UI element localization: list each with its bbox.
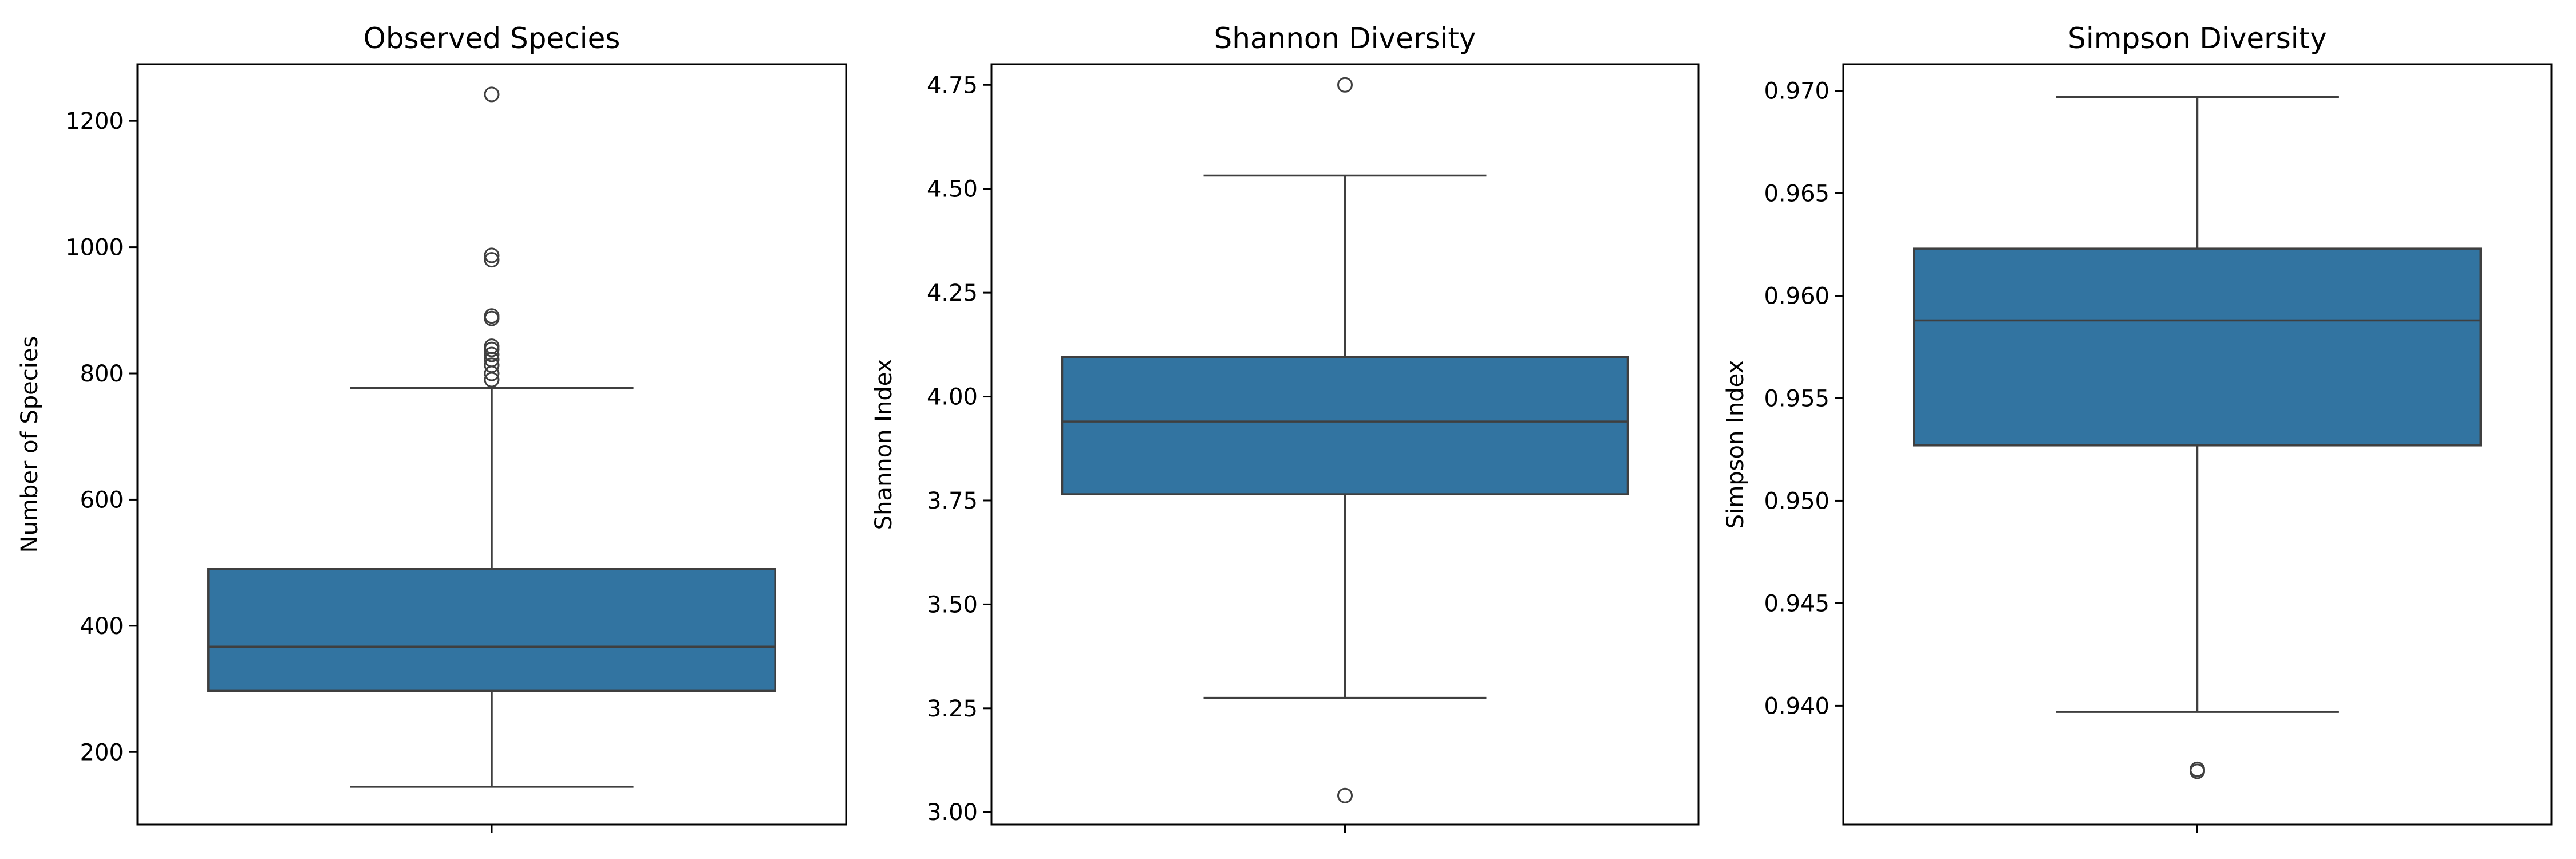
iqr-box: [1913, 247, 2482, 447]
y-tick-label: 3.25: [927, 696, 978, 722]
y-tick-label: 4.50: [927, 176, 978, 203]
y-tick-label: 0.940: [1764, 693, 1830, 719]
outlier-point: [484, 357, 500, 373]
iqr-box: [207, 568, 776, 692]
outlier-point: [1337, 787, 1353, 803]
y-tick-label: 1000: [65, 235, 124, 261]
y-tick-label: 200: [80, 739, 124, 766]
chart-panel-2: Shannon Diversity Shannon Index 3.00 3.25 3.…: [871, 22, 1700, 833]
y-tick-label: 0.950: [1764, 488, 1830, 514]
y-tick-label: 0.955: [1764, 385, 1830, 412]
outlier-point: [484, 338, 500, 354]
chart-title: Shannon Diversity: [1214, 22, 1476, 55]
y-tick-label: 3.50: [927, 592, 978, 618]
outlier-point: [484, 308, 500, 324]
outlier-point: [2190, 761, 2205, 777]
chart-panel-1: Observed Species Number of Species 200 400 6…: [17, 22, 847, 833]
y-tick-label: 1200: [65, 108, 124, 135]
outlier-point: [484, 86, 500, 103]
chart-title: Simpson Diversity: [2068, 22, 2327, 55]
outlier-point: [1337, 77, 1353, 93]
chart-panel-3: Simpson Diversity Simpson Index 0.940 0.945…: [1722, 22, 2553, 833]
outlier-point: [484, 346, 500, 362]
y-tick-label: 4.25: [927, 280, 978, 306]
y-tick-label: 4.75: [927, 72, 978, 98]
y-tick-label: 0.960: [1764, 283, 1830, 309]
y-tick-label: 800: [80, 361, 124, 387]
plot-frame: [1842, 63, 2553, 826]
y-tick-label: 4.00: [927, 384, 978, 411]
y-tick-label: 0.970: [1764, 78, 1830, 105]
y-axis-label: Shannon Index: [871, 359, 897, 530]
outlier-point: [484, 247, 500, 263]
y-tick-label: 400: [80, 613, 124, 640]
y-axis-label: Number of Species: [17, 336, 43, 553]
outlier-point: [484, 252, 500, 268]
y-tick-label: 600: [80, 487, 124, 513]
y-axis-label: Simpson Index: [1722, 360, 1749, 529]
plot-frame: [990, 63, 1700, 826]
y-tick-label: 0.965: [1764, 181, 1830, 207]
plot-frame: [136, 63, 847, 826]
iqr-box: [1061, 356, 1629, 495]
y-tick-label: 3.75: [927, 488, 978, 514]
y-tick-label: 3.00: [927, 799, 978, 826]
chart-title: Observed Species: [364, 22, 621, 55]
y-tick-label: 0.945: [1764, 590, 1830, 617]
